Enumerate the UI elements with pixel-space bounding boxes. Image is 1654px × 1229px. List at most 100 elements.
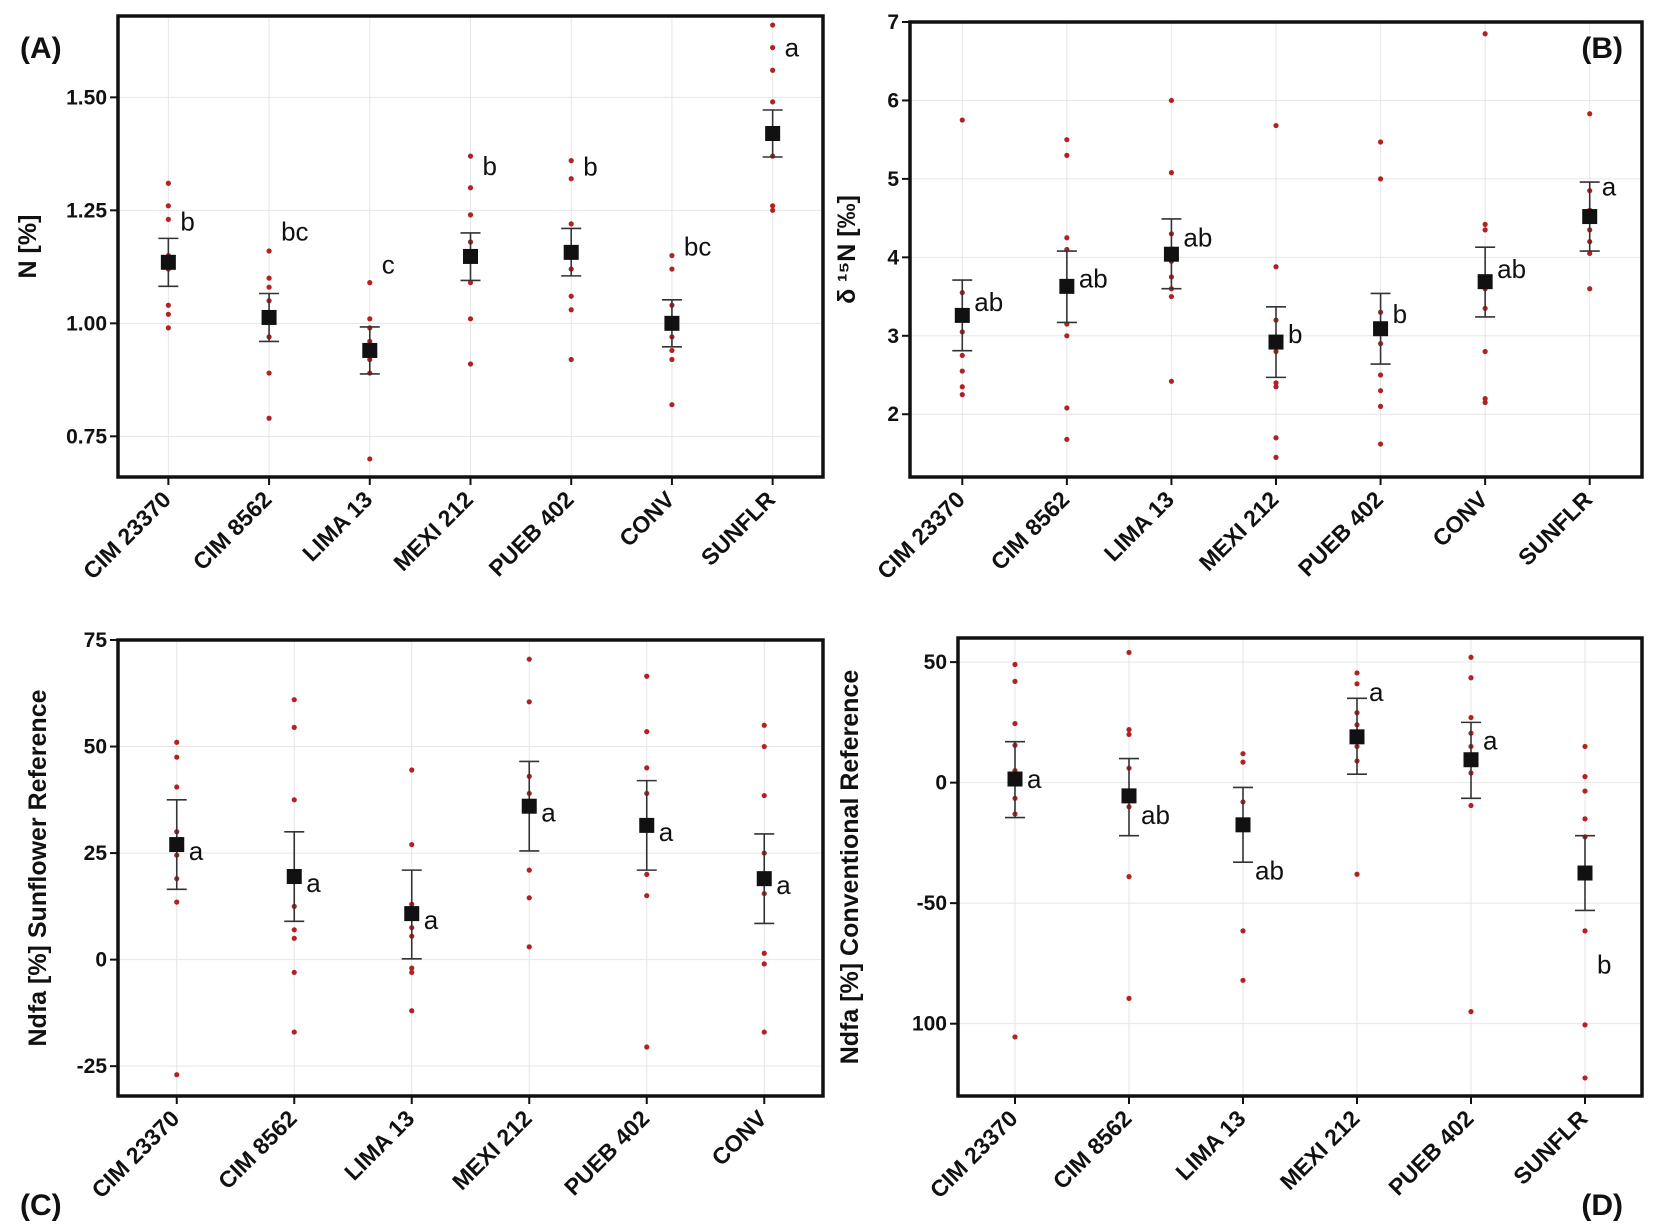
x-tick-label: SUNFLR xyxy=(1513,486,1598,571)
data-point xyxy=(1468,1009,1474,1015)
mean-marker xyxy=(169,837,185,853)
data-point xyxy=(1377,139,1384,145)
data-point xyxy=(526,944,532,950)
data-point xyxy=(367,456,373,462)
mean-marker xyxy=(1577,865,1593,881)
data-point xyxy=(291,697,297,703)
data-point xyxy=(1064,152,1070,158)
y-axis-label: N [%] xyxy=(14,215,42,279)
data-point xyxy=(165,325,171,331)
significance-letter: bc xyxy=(281,217,308,247)
data-point xyxy=(1126,727,1132,733)
significance-letter: ab xyxy=(1497,254,1526,284)
data-point xyxy=(1064,333,1070,339)
x-tick-label: LIMA 13 xyxy=(297,486,377,566)
significance-letter: a xyxy=(1027,764,1042,794)
data-point xyxy=(266,415,272,421)
significance-letter: ab xyxy=(1141,800,1170,830)
data-point xyxy=(1273,384,1279,390)
data-point xyxy=(644,1044,650,1050)
data-point xyxy=(1377,176,1384,182)
data-point xyxy=(1482,31,1488,37)
data-point xyxy=(174,784,180,790)
y-axis-label: Ndfa [%] Conventional Reference xyxy=(836,670,864,1065)
data-point xyxy=(644,729,650,735)
mean-marker xyxy=(521,798,537,814)
y-tick-label: -50 xyxy=(917,892,947,915)
y-tick-label: 6 xyxy=(887,89,899,112)
mean-marker xyxy=(639,817,655,833)
data-point xyxy=(1587,111,1593,117)
data-point xyxy=(266,248,272,254)
data-point xyxy=(568,293,574,299)
data-point xyxy=(174,1072,180,1078)
x-tick-label: LIMA 13 xyxy=(1099,486,1179,566)
significance-letter: a xyxy=(189,836,204,866)
x-tick-label: CONV xyxy=(1427,486,1493,552)
data-point xyxy=(1012,1034,1018,1040)
mean-marker xyxy=(1373,321,1389,337)
data-point xyxy=(761,792,767,799)
significance-letter: c xyxy=(382,250,395,280)
data-point xyxy=(526,895,532,901)
data-point xyxy=(1273,380,1279,386)
data-point xyxy=(1582,816,1588,822)
y-tick-label: 1.25 xyxy=(66,199,107,222)
x-tick-label: MEXI 212 xyxy=(388,486,478,576)
mean-marker xyxy=(563,244,579,260)
data-point xyxy=(1064,405,1070,411)
significance-letter: b xyxy=(1288,319,1302,349)
significance-letter: b xyxy=(1393,299,1407,329)
data-point xyxy=(467,185,474,191)
x-tick-label: PUEB 402 xyxy=(484,486,579,581)
data-point xyxy=(1240,759,1246,765)
data-point xyxy=(669,266,675,272)
significance-letter: a xyxy=(424,905,439,935)
data-point xyxy=(1273,454,1279,460)
x-tick-label: LIMA 13 xyxy=(1170,1105,1250,1185)
y-tick-label: 7 xyxy=(887,11,899,34)
data-point xyxy=(1273,435,1279,441)
data-point xyxy=(266,370,272,376)
x-tick-label: MEXI 212 xyxy=(1275,1105,1365,1195)
y-tick-label: 75 xyxy=(84,629,108,652)
data-point xyxy=(959,392,965,398)
x-tick-label: CONV xyxy=(614,486,680,552)
data-point xyxy=(409,841,415,848)
y-tick-label: -25 xyxy=(77,1055,108,1078)
data-point xyxy=(1064,436,1070,442)
significance-letter: a xyxy=(785,33,800,63)
data-point xyxy=(467,361,474,367)
data-point xyxy=(165,302,171,308)
data-point xyxy=(409,1008,415,1014)
data-point xyxy=(959,117,965,123)
data-point xyxy=(1482,227,1488,233)
data-point xyxy=(1168,293,1175,300)
mean-marker xyxy=(1349,729,1365,745)
data-point xyxy=(770,45,776,51)
y-tick-label: 4 xyxy=(887,246,899,269)
data-point xyxy=(165,180,171,186)
data-point xyxy=(291,724,297,730)
x-tick-label: CIM 23370 xyxy=(925,1105,1023,1203)
data-point xyxy=(165,311,171,317)
data-point xyxy=(526,867,532,873)
data-point xyxy=(669,347,675,354)
data-point xyxy=(1126,874,1132,880)
significance-letter: ab xyxy=(1255,856,1284,886)
significance-letter: b xyxy=(483,151,497,181)
data-point xyxy=(291,927,297,933)
data-point xyxy=(1587,250,1593,257)
data-point xyxy=(1468,675,1474,681)
mean-marker xyxy=(261,309,277,325)
data-point xyxy=(568,221,574,227)
data-point xyxy=(761,722,767,728)
data-point xyxy=(165,216,171,222)
x-tick-label: LIMA 13 xyxy=(339,1105,419,1185)
y-tick-label: 50 xyxy=(924,651,947,674)
mean-marker xyxy=(160,254,176,270)
data-point xyxy=(1240,977,1246,983)
data-point xyxy=(1468,654,1474,660)
data-point xyxy=(1354,871,1360,877)
y-tick-label: 0 xyxy=(935,772,947,795)
